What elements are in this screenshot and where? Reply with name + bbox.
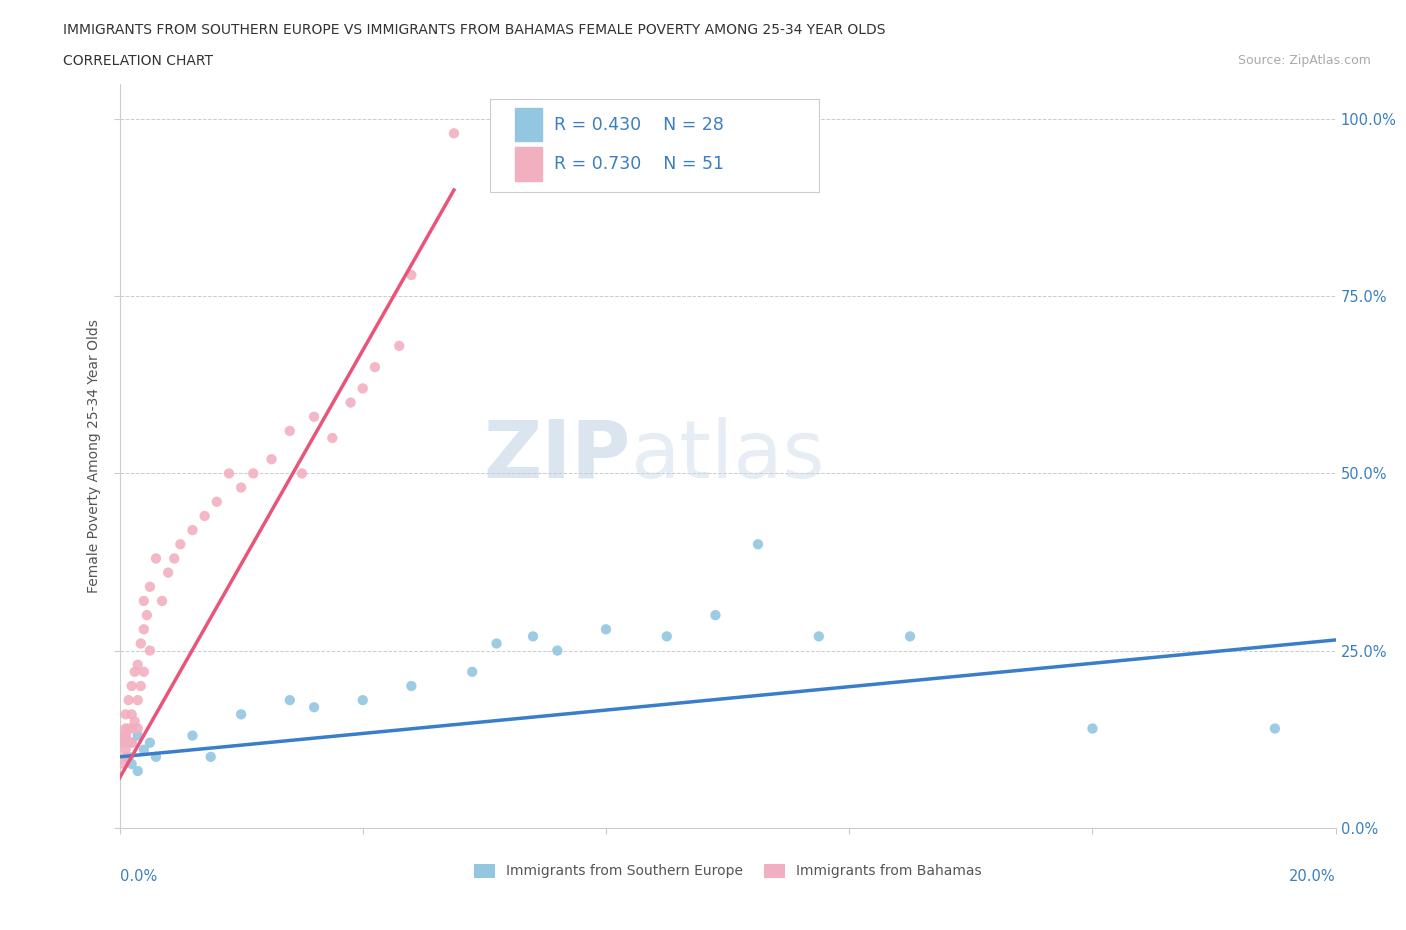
Point — [1081, 721, 1104, 736]
Point — [121, 736, 143, 751]
Point — [157, 565, 180, 580]
Point — [117, 693, 139, 708]
Point — [401, 679, 423, 694]
Point — [655, 629, 678, 644]
Text: IMMIGRANTS FROM SOUTHERN EUROPE VS IMMIGRANTS FROM BAHAMAS FEMALE POVERTY AMONG : IMMIGRANTS FROM SOUTHERN EUROPE VS IMMIG… — [63, 23, 886, 37]
Point — [127, 764, 149, 778]
Point — [127, 721, 149, 736]
Point — [127, 728, 149, 743]
Point — [898, 629, 921, 644]
Point — [129, 636, 152, 651]
Point — [132, 593, 155, 608]
Point — [352, 381, 374, 396]
Point — [127, 658, 149, 672]
Point — [181, 728, 204, 743]
Point — [132, 664, 155, 679]
Bar — [515, 147, 541, 180]
Point — [145, 750, 167, 764]
Point — [121, 736, 143, 751]
Point — [231, 480, 253, 495]
Point — [1264, 721, 1286, 736]
Point — [117, 721, 139, 736]
Point — [117, 736, 139, 751]
Point — [339, 395, 361, 410]
Point — [114, 728, 136, 743]
Point — [807, 629, 830, 644]
Point — [127, 693, 149, 708]
Point — [352, 693, 374, 708]
Point — [302, 409, 325, 424]
Point — [200, 750, 222, 764]
Point — [260, 452, 283, 467]
Point — [231, 707, 253, 722]
Point — [747, 537, 769, 551]
Text: atlas: atlas — [630, 417, 825, 495]
Point — [111, 728, 134, 743]
Point — [704, 607, 727, 622]
Point — [169, 537, 191, 551]
Point — [139, 579, 162, 594]
Point — [121, 707, 143, 722]
Text: ZIP: ZIP — [484, 417, 630, 495]
Point — [401, 268, 423, 283]
Point — [364, 360, 387, 375]
Point — [117, 750, 139, 764]
Point — [121, 679, 143, 694]
Point — [121, 756, 143, 771]
Point — [112, 756, 135, 771]
Point — [135, 607, 157, 622]
Text: R = 0.730    N = 51: R = 0.730 N = 51 — [554, 155, 724, 173]
Point — [132, 742, 155, 757]
Point — [278, 423, 301, 438]
Text: Source: ZipAtlas.com: Source: ZipAtlas.com — [1237, 54, 1371, 67]
Point — [163, 551, 186, 565]
FancyBboxPatch shape — [491, 99, 818, 192]
Point — [291, 466, 314, 481]
Legend: Immigrants from Southern Europe, Immigrants from Bahamas: Immigrants from Southern Europe, Immigra… — [468, 858, 987, 884]
Point — [121, 721, 143, 736]
Text: CORRELATION CHART: CORRELATION CHART — [63, 54, 214, 68]
Text: R = 0.430    N = 28: R = 0.430 N = 28 — [554, 115, 724, 134]
Bar — [515, 108, 541, 141]
Point — [139, 644, 162, 658]
Point — [595, 622, 617, 637]
Text: 20.0%: 20.0% — [1289, 869, 1336, 883]
Point — [145, 551, 167, 565]
Point — [124, 714, 146, 729]
Point — [485, 636, 508, 651]
Point — [114, 728, 136, 743]
Point — [181, 523, 204, 538]
Point — [218, 466, 240, 481]
Point — [546, 644, 568, 658]
Point — [150, 593, 173, 608]
Point — [205, 495, 228, 510]
Point — [461, 664, 484, 679]
Point — [278, 693, 301, 708]
Point — [302, 699, 325, 714]
Text: 0.0%: 0.0% — [120, 869, 156, 883]
Point — [242, 466, 264, 481]
Point — [132, 622, 155, 637]
Point — [388, 339, 411, 353]
Point — [194, 509, 217, 524]
Point — [124, 664, 146, 679]
Y-axis label: Female Poverty Among 25-34 Year Olds: Female Poverty Among 25-34 Year Olds — [87, 319, 101, 592]
Point — [443, 126, 465, 140]
Point — [111, 736, 134, 751]
Point — [114, 721, 136, 736]
Point — [114, 750, 136, 764]
Point — [129, 679, 152, 694]
Point — [114, 742, 136, 757]
Point — [522, 629, 544, 644]
Point — [114, 736, 136, 751]
Point — [139, 736, 162, 751]
Point — [114, 707, 136, 722]
Point — [321, 431, 343, 445]
